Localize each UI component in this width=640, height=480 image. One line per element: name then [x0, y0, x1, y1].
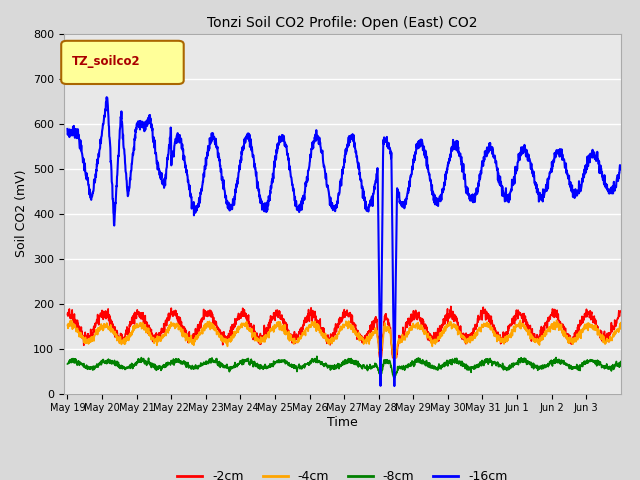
- FancyBboxPatch shape: [61, 41, 184, 84]
- X-axis label: Time: Time: [327, 416, 358, 429]
- Title: Tonzi Soil CO2 Profile: Open (East) CO2: Tonzi Soil CO2 Profile: Open (East) CO2: [207, 16, 477, 30]
- Legend: -2cm, -4cm, -8cm, -16cm: -2cm, -4cm, -8cm, -16cm: [172, 465, 513, 480]
- Y-axis label: Soil CO2 (mV): Soil CO2 (mV): [15, 170, 28, 257]
- Text: TZ_soilco2: TZ_soilco2: [72, 55, 141, 68]
